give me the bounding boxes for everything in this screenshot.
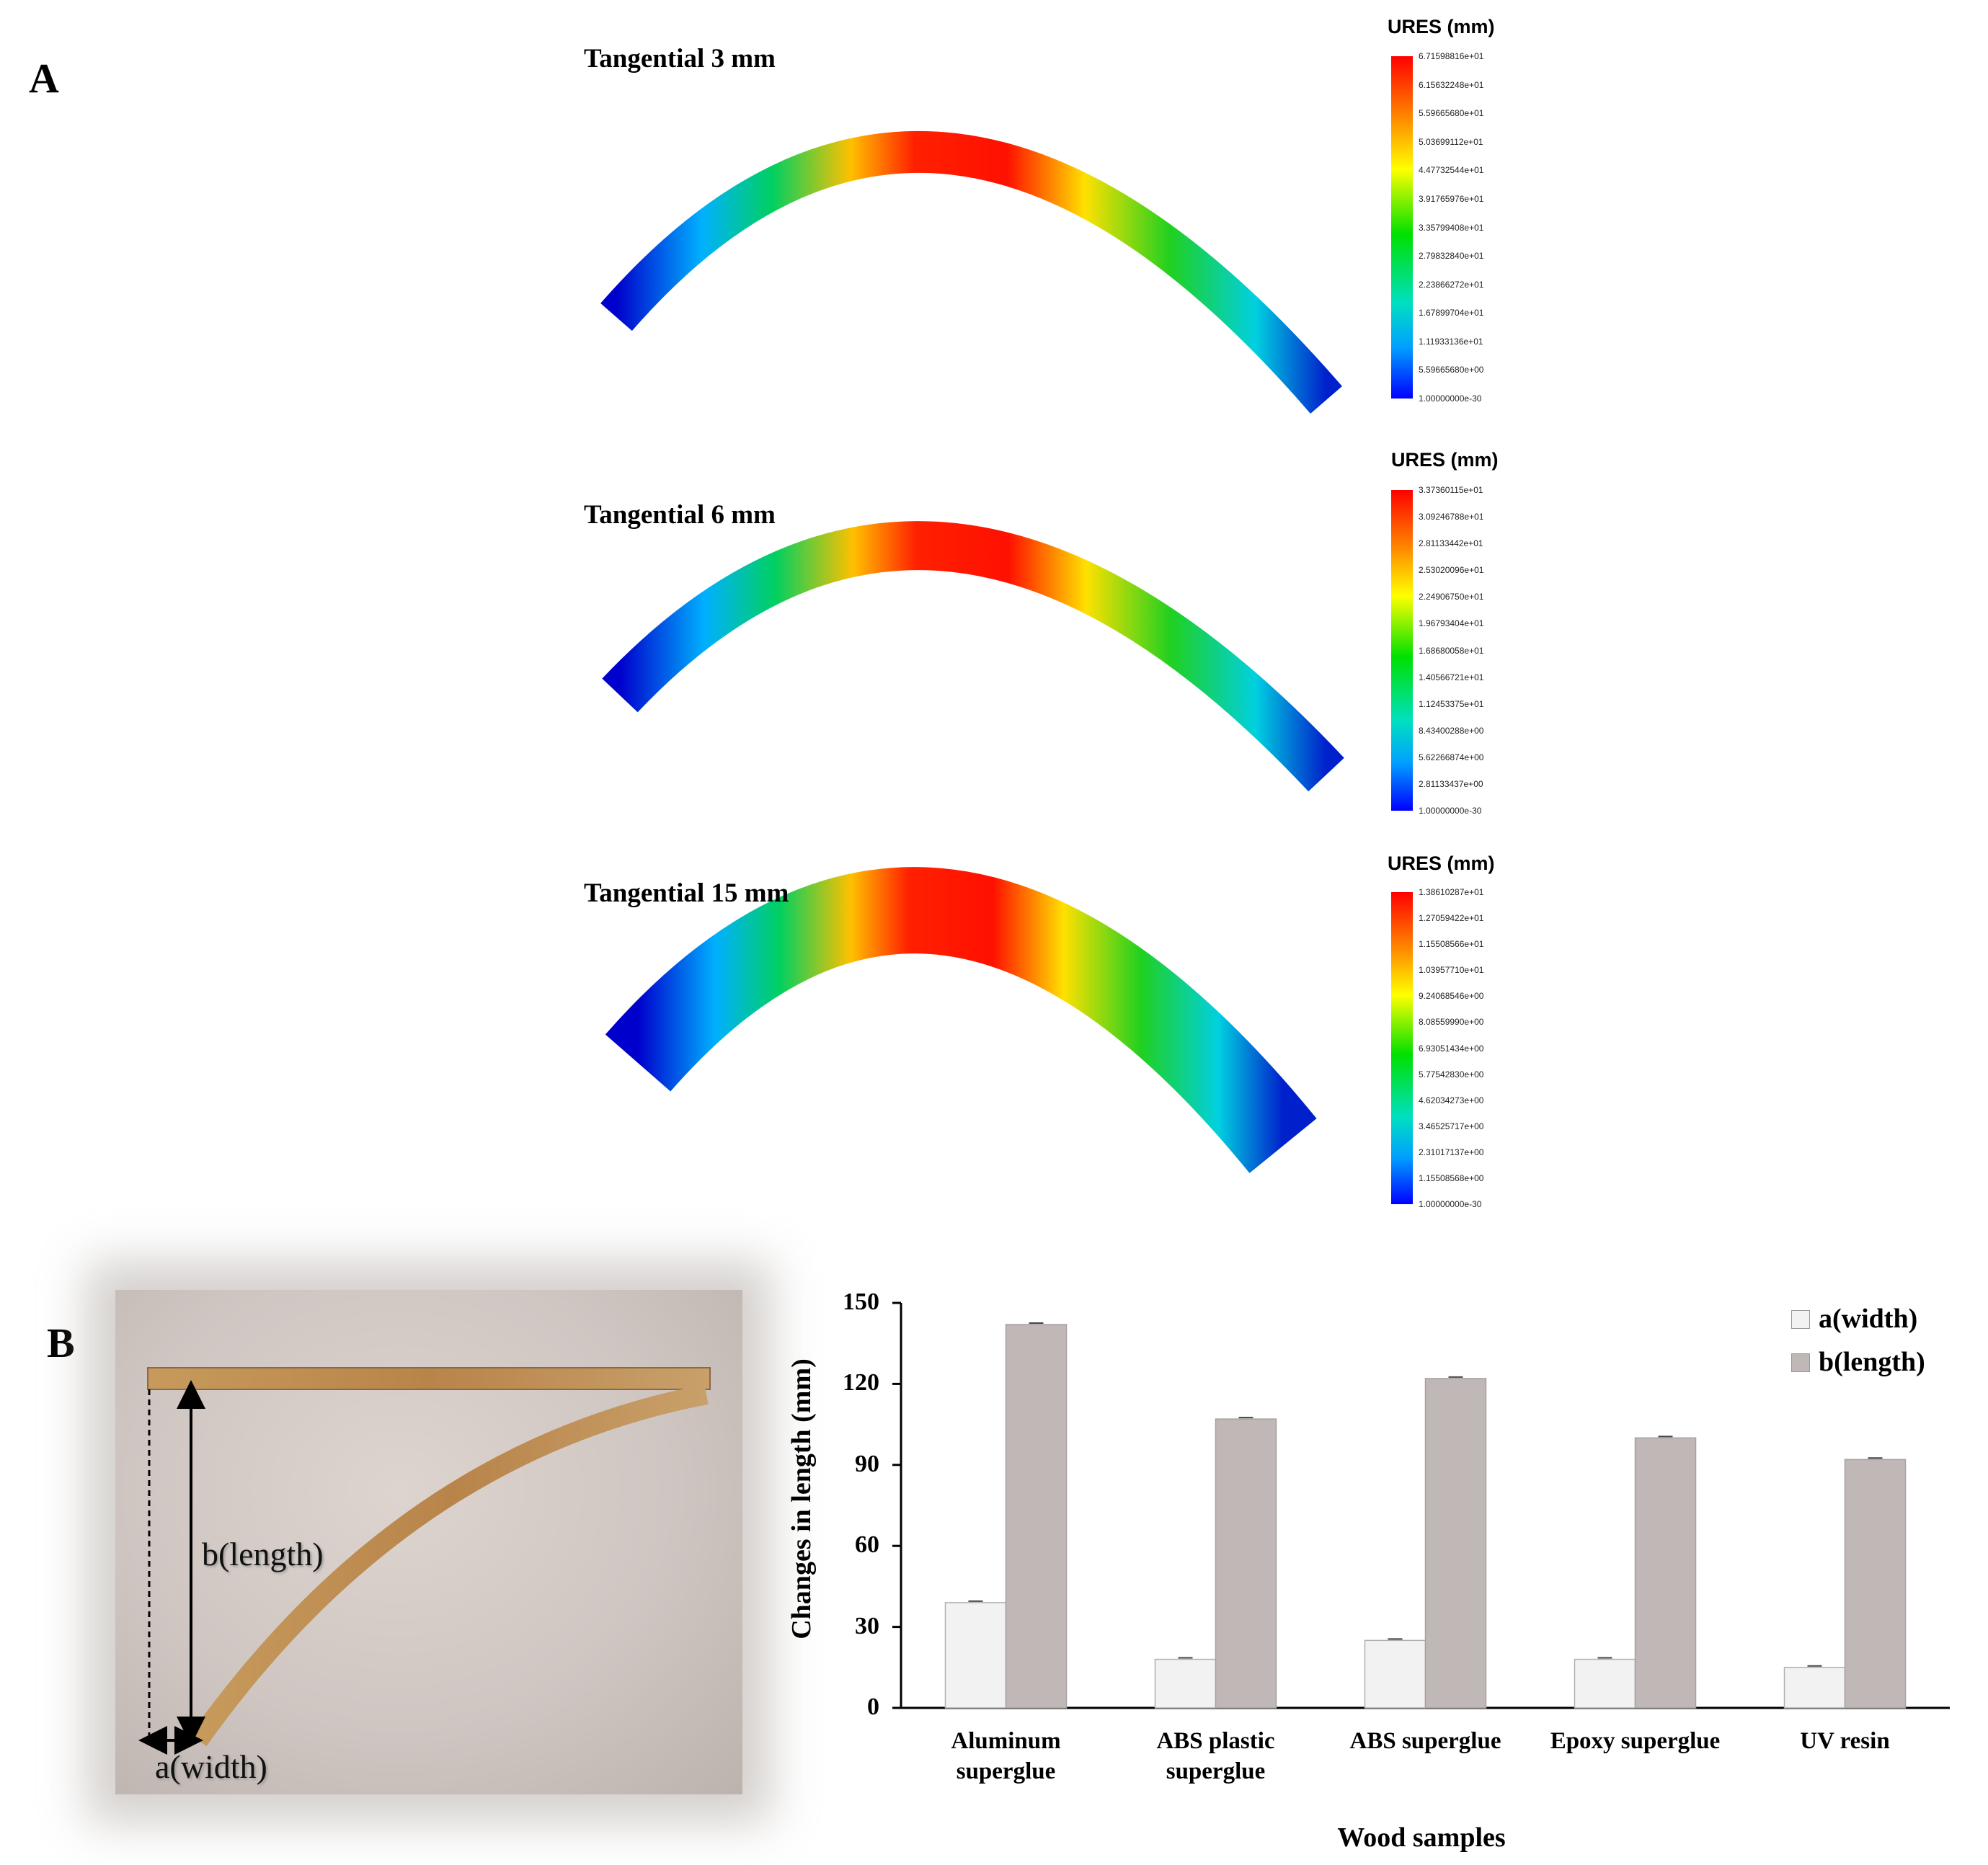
bar-width [944,1602,1007,1709]
panel-letter-a: A [29,55,59,102]
legend-title-6mm: URES (mm) [1391,449,1499,471]
colorbar-tick-label: 1.00000000e-30 [1419,1199,1482,1209]
legend-item: a(width) [1791,1303,1917,1335]
bar-width [1783,1667,1846,1709]
beam-6mm [602,521,1344,792]
colorbar-tick-label: 5.03699112e+01 [1419,136,1483,147]
legend-label: b(length) [1819,1347,1925,1377]
colorbar-tick-label: 3.91765976e+01 [1419,193,1484,204]
bar-width [1154,1658,1217,1709]
colorbar-tick-label: 1.00000000e-30 [1419,806,1482,816]
legend-label: a(width) [1819,1304,1918,1334]
beam-3mm [600,130,1342,414]
bent-wood-strip [190,1384,709,1747]
colorbar-tick-label: 2.23866272e+01 [1419,279,1484,290]
y-tick-label: 120 [843,1369,879,1397]
x-category-label-line: Epoxy superglue [1550,1728,1721,1754]
colorbar-tick-label: 5.59665680e+01 [1419,108,1484,119]
legend-swatch [1791,1353,1810,1372]
x-axis-title: Wood samples [1337,1822,1506,1853]
colorbar-tick-label: 1.67899704e+01 [1419,308,1484,319]
x-category-label-line: ABS superglue [1349,1728,1501,1754]
colorbar-tick-label: 2.31017137e+00 [1419,1147,1484,1157]
x-category-label: Epoxy superglue [1527,1726,1744,1756]
x-category-label-line: Aluminum [951,1728,1061,1754]
x-category-label-line: ABS plastic [1156,1728,1275,1754]
x-category-label-line: superglue [1166,1758,1266,1784]
colorbar-tick-label: 1.27059422e+01 [1419,913,1484,924]
colorbar-tick-label: 3.37360115e+01 [1419,485,1483,495]
colorbar-15mm [1391,892,1413,1204]
colorbar-tick-label: 3.09246788e+01 [1419,512,1484,522]
colorbar-tick-label: 2.24906750e+01 [1419,592,1484,602]
colorbar-tick-label: 4.47732544e+01 [1419,165,1484,176]
colorbar-tick-label: 1.12453375e+01 [1419,698,1484,709]
y-tick-label: 150 [843,1288,879,1315]
colorbar-tick-label: 3.35799408e+01 [1419,222,1484,233]
width-label: a(width) [155,1748,267,1785]
sim-title-6mm: Tangential 6 mm [584,500,776,530]
sim-title-3mm: Tangential 3 mm [584,44,776,74]
colorbar-tick-label: 1.15508566e+01 [1419,939,1484,950]
colorbar-tick-label: 2.79832840e+01 [1419,251,1484,262]
colorbar-tick-label: 6.15632248e+01 [1419,79,1484,90]
x-category-label: Aluminum superglue [898,1726,1114,1786]
x-category-label: UV resin [1737,1726,1953,1756]
colorbar-tick-label: 1.96793404e+01 [1419,618,1484,629]
sim-title-15mm: Tangential 15 mm [584,878,789,908]
bar-length [1424,1378,1487,1709]
colorbar-tick-label: 1.03957710e+01 [1419,965,1484,976]
colorbar-tick-label: 1.11933136e+01 [1419,336,1483,347]
x-category-label: ABS plastic superglue [1108,1726,1324,1786]
legend-title-15mm: URES (mm) [1388,853,1495,874]
colorbar-tick-label: 1.15508568e+00 [1419,1172,1484,1183]
y-tick-label: 30 [855,1612,879,1639]
y-tick-label: 90 [855,1450,879,1477]
colorbar-3mm [1391,56,1413,399]
y-tick-label: 0 [867,1693,879,1720]
colorbar-tick-label: 9.24068546e+00 [1419,991,1484,1002]
bar-width [1364,1639,1426,1709]
colorbar-tick-label: 8.43400288e+00 [1419,725,1484,736]
beam-15mm [605,867,1317,1173]
colorbar-tick-label: 1.38610287e+01 [1419,887,1484,897]
colorbar-tick-label: 2.81133437e+00 [1419,778,1483,789]
colorbar-tick-label: 5.59665680e+00 [1419,365,1484,375]
colorbar-tick-label: 5.62266874e+00 [1419,752,1484,762]
panel-letter-b: B [47,1319,75,1366]
legend-swatch [1791,1310,1810,1329]
bar-length [1634,1437,1697,1709]
colorbar-tick-label: 1.40566721e+01 [1419,672,1484,682]
flat-wood-strip [147,1367,711,1390]
colorbar-tick-label: 6.93051434e+00 [1419,1043,1484,1054]
colorbar-tick-label: 5.77542830e+00 [1419,1069,1484,1080]
colorbar-tick-label: 2.53020096e+01 [1419,565,1484,576]
x-category-label-line: superglue [956,1758,1056,1784]
length-label: b(length) [202,1536,324,1572]
bar-length [1005,1324,1068,1709]
colorbar-tick-label: 3.46525717e+00 [1419,1121,1484,1131]
colorbar-tick-label: 4.62034273e+00 [1419,1095,1484,1105]
colorbar-6mm [1391,490,1413,811]
bar-width [1574,1658,1636,1709]
colorbar-tick-label: 8.08559990e+00 [1419,1017,1484,1028]
y-axis-title: Changes in length (mm) [786,1358,817,1639]
colorbar-tick-label: 2.81133442e+01 [1419,538,1483,549]
colorbar-tick-label: 1.68680058e+01 [1419,645,1484,656]
bar-length [1844,1459,1907,1709]
x-category-label: ABS superglue [1318,1726,1534,1756]
colorbar-tick-label: 6.71598816e+01 [1419,51,1484,61]
x-category-label-line: UV resin [1800,1728,1890,1754]
y-tick-label: 60 [855,1531,879,1559]
legend-item: b(length) [1791,1346,1925,1378]
legend-title-3mm: URES (mm) [1388,16,1495,37]
colorbar-tick-label: 1.00000000e-30 [1419,393,1482,404]
bar-length [1215,1418,1277,1709]
